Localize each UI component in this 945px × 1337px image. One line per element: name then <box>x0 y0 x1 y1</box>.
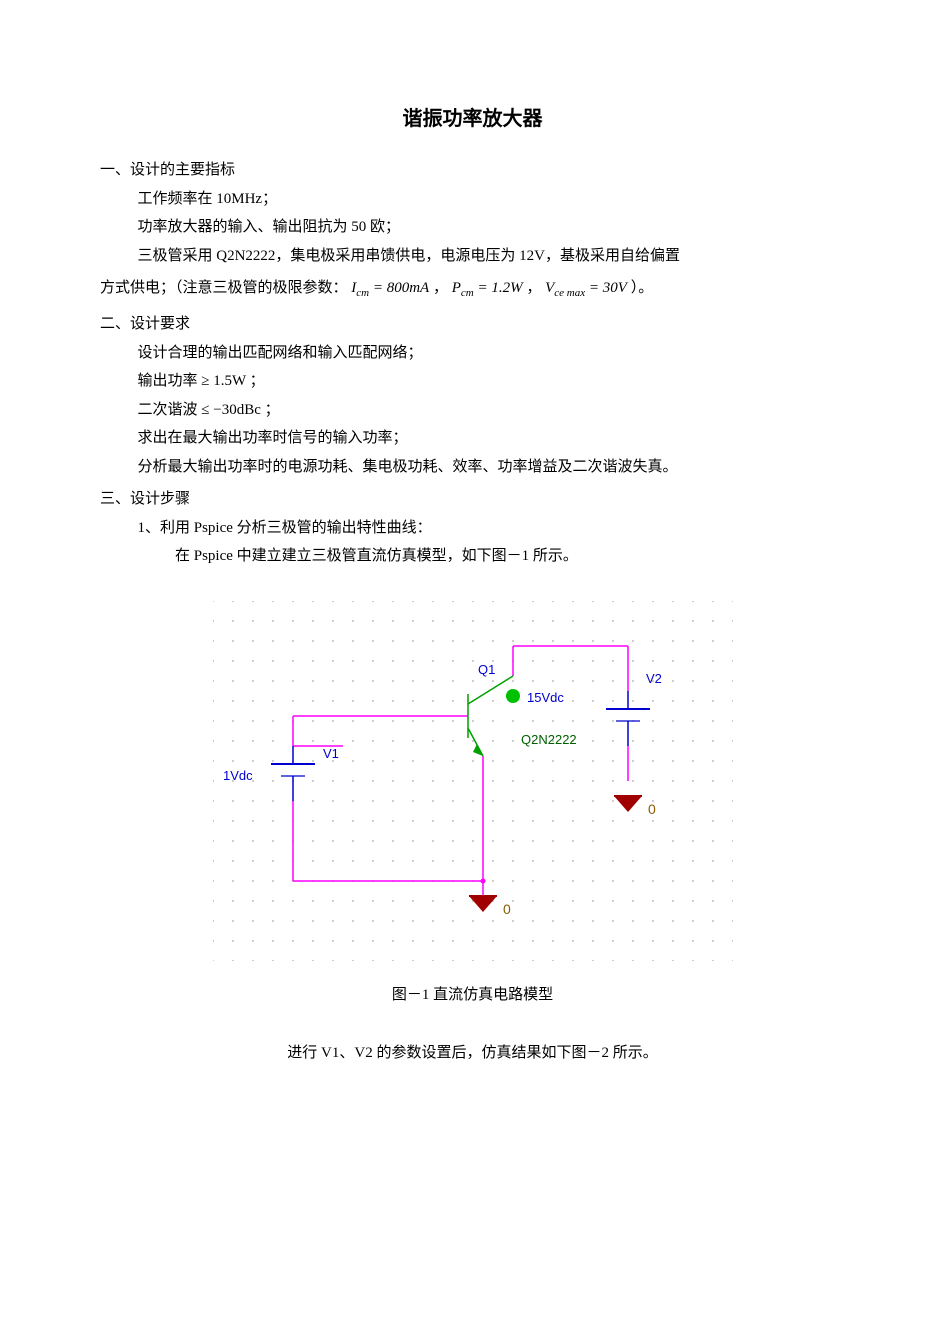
sec1-l3a: 三极管采用 Q2N2222，集电极采用串馈供电，电源电压为 12V，基极采用自给… <box>100 242 845 271</box>
svg-text:15Vdc: 15Vdc <box>527 690 564 705</box>
eq-Vce-rhs: = 30V <box>585 280 627 296</box>
svg-text:V1: V1 <box>323 746 339 761</box>
sec2-l5: 分析最大输出功率时的电源功耗、集电极功耗、效率、功率增益及二次谐波失真。 <box>100 453 845 482</box>
eq-Pcm-rhs: = 1.2W <box>474 280 523 296</box>
sec2-head: 二、设计要求 <box>100 310 845 339</box>
sec1-l3b-suffix: ）。 <box>631 280 654 296</box>
sec1-head: 一、设计的主要指标 <box>100 156 845 185</box>
eq-Icm-rhs: = 800mA <box>369 280 429 296</box>
svg-text:V2: V2 <box>646 671 662 686</box>
eq-Pcm-sub: cm <box>461 287 474 299</box>
circuit-svg: Q1 V1 V2 1Vdc 15Vdc Q2N2222 0 0 <box>213 601 733 961</box>
sec2-l3: 二次谐波 ≤ −30dBc ； <box>100 396 845 425</box>
eq-Vce-lhs: V <box>545 280 554 296</box>
sec3-l2: 在 Pspice 中建立建立三极管直流仿真模型，如下图－1 所示。 <box>100 542 845 571</box>
sec1-l2: 功率放大器的输入、输出阻抗为 50 欧； <box>100 213 845 242</box>
eq-Vce-sub: ce max <box>554 287 585 299</box>
svg-text:0: 0 <box>503 901 511 917</box>
sep1: ， <box>433 280 448 296</box>
sec2-l2: 输出功率 ≥ 1.5W ； <box>100 367 845 396</box>
circuit-figure: Q1 V1 V2 1Vdc 15Vdc Q2N2222 0 0 <box>213 601 733 961</box>
sec3-head: 三、设计步骤 <box>100 485 845 514</box>
sec1-l3b-prefix: 方式供电；（注意三极管的极限参数： <box>100 280 348 296</box>
sec2-l1: 设计合理的输出匹配网络和输入匹配网络； <box>100 339 845 368</box>
sec3-l1: 1、利用 Pspice 分析三极管的输出特性曲线： <box>100 514 845 543</box>
after-caption: 进行 V1、V2 的参数设置后，仿真结果如下图－2 所示。 <box>100 1039 845 1068</box>
eq-Icm-sub: cm <box>356 287 369 299</box>
sep2: ， <box>526 280 541 296</box>
svg-text:Q2N2222: Q2N2222 <box>521 732 577 747</box>
svg-text:1Vdc: 1Vdc <box>223 768 253 783</box>
sec1-l1: 工作频率在 10MHz； <box>100 185 845 214</box>
svg-text:0: 0 <box>648 801 656 817</box>
figure-caption: 图－1 直流仿真电路模型 <box>100 981 845 1010</box>
page-title: 谐振功率放大器 <box>100 100 845 138</box>
sec2-l4: 求出在最大输出功率时信号的输入功率； <box>100 424 845 453</box>
svg-text:Q1: Q1 <box>478 662 495 677</box>
eq-Pcm-lhs: P <box>452 280 461 296</box>
sec1-l3b: 方式供电；（注意三极管的极限参数： Icm = 800mA ， Pcm = 1.… <box>100 270 845 306</box>
